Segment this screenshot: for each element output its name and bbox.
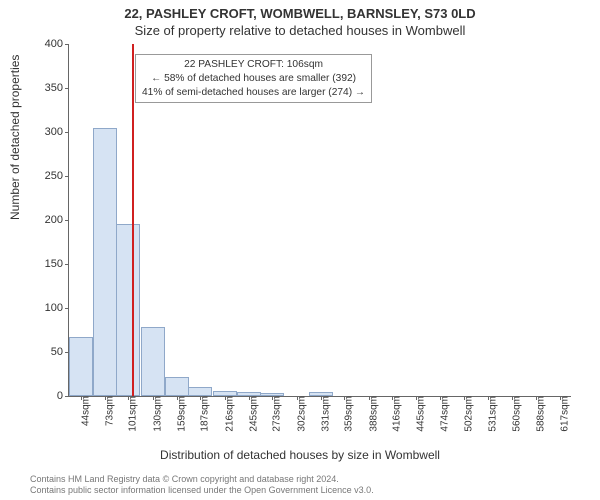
xtick-label: 159sqm	[174, 396, 187, 432]
y-axis-label: Number of detached properties	[8, 55, 22, 220]
xtick-label: 44sqm	[78, 396, 91, 426]
xtick-label: 273sqm	[270, 396, 283, 432]
xtick-label: 216sqm	[222, 396, 235, 432]
xtick-label: 101sqm	[126, 396, 139, 432]
x-axis-label: Distribution of detached houses by size …	[0, 448, 600, 462]
xtick-label: 531sqm	[486, 396, 499, 432]
xtick-label: 445sqm	[414, 396, 427, 432]
xtick-label: 388sqm	[366, 396, 379, 432]
ytick-label: 250	[45, 170, 69, 182]
ytick-label: 0	[57, 390, 69, 402]
annotation-line3: 41% of semi-detached houses are larger (…	[142, 86, 365, 100]
histogram-bar	[309, 392, 333, 396]
chart-container: 22, PASHLEY CROFT, WOMBWELL, BARNSLEY, S…	[0, 0, 600, 500]
footer: Contains HM Land Registry data © Crown c…	[30, 474, 374, 496]
plot-area: 22 PASHLEY CROFT: 106sqm ← 58% of detach…	[68, 44, 571, 397]
ytick-label: 400	[45, 38, 69, 50]
ytick-label: 100	[45, 302, 69, 314]
histogram-bar	[93, 128, 117, 396]
xtick-label: 617sqm	[558, 396, 571, 432]
xtick-label: 359sqm	[342, 396, 355, 432]
histogram-bar	[188, 387, 212, 396]
ytick-label: 200	[45, 214, 69, 226]
xtick-label: 302sqm	[294, 396, 307, 432]
histogram-bar	[69, 337, 93, 396]
title-subtitle: Size of property relative to detached ho…	[0, 21, 600, 38]
histogram-bar	[116, 224, 140, 396]
histogram-bar	[213, 391, 237, 396]
xtick-label: 331sqm	[318, 396, 331, 432]
xtick-label: 130sqm	[150, 396, 163, 432]
annotation-line2: ← 58% of detached houses are smaller (39…	[142, 72, 365, 86]
histogram-bar	[237, 392, 261, 396]
xtick-label: 187sqm	[198, 396, 211, 432]
xtick-label: 588sqm	[533, 396, 546, 432]
histogram-bar	[260, 393, 284, 396]
reference-line	[132, 44, 134, 396]
footer-line1: Contains HM Land Registry data © Crown c…	[30, 474, 374, 485]
xtick-label: 502sqm	[461, 396, 474, 432]
ytick-label: 50	[51, 346, 69, 358]
xtick-label: 560sqm	[510, 396, 523, 432]
histogram-bar	[165, 377, 189, 396]
footer-line2: Contains public sector information licen…	[30, 485, 374, 496]
ytick-label: 300	[45, 126, 69, 138]
xtick-label: 73sqm	[102, 396, 115, 426]
histogram-bar	[141, 327, 165, 396]
ytick-label: 150	[45, 258, 69, 270]
xtick-label: 474sqm	[438, 396, 451, 432]
xtick-label: 245sqm	[246, 396, 259, 432]
xtick-label: 416sqm	[389, 396, 402, 432]
annotation-line1: 22 PASHLEY CROFT: 106sqm	[142, 58, 365, 72]
annotation-box: 22 PASHLEY CROFT: 106sqm ← 58% of detach…	[135, 54, 372, 103]
title-address: 22, PASHLEY CROFT, WOMBWELL, BARNSLEY, S…	[0, 0, 600, 21]
ytick-label: 350	[45, 82, 69, 94]
